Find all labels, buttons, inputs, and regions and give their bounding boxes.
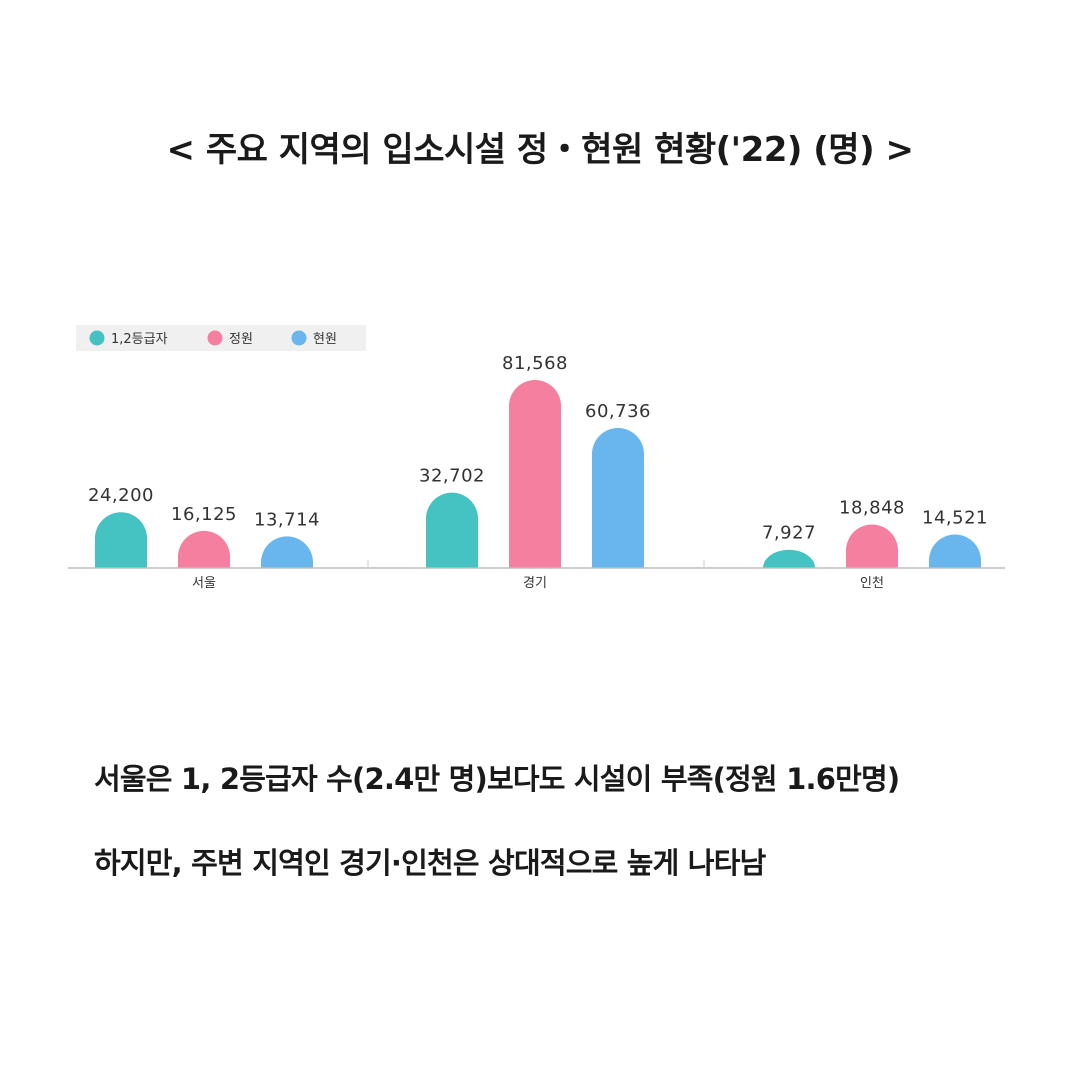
bar xyxy=(846,524,898,568)
bar xyxy=(95,512,147,568)
legend-label: 정원 xyxy=(229,332,253,347)
chart-title: < 주요 지역의 입소시설 정・현원 현황('22) (명) > xyxy=(166,130,914,170)
bar-value-label: 16,125 xyxy=(171,504,237,525)
bar-value-label: 7,927 xyxy=(762,523,816,544)
bar-value-label: 24,200 xyxy=(88,485,154,506)
legend-swatch xyxy=(89,330,105,346)
bar-value-label: 13,714 xyxy=(254,509,320,530)
bar xyxy=(929,534,981,568)
legend-swatch xyxy=(207,330,223,346)
bar xyxy=(509,380,561,568)
legend-label: 1,2등급자 xyxy=(111,332,168,347)
category-label: 서울 xyxy=(192,576,216,591)
bar-value-label: 18,848 xyxy=(839,498,905,519)
bar-chart: 1,2등급자 정원 현원 24,200 16,125 13,714 32,702 81,56… xyxy=(68,325,1005,591)
bar-value-label: 32,702 xyxy=(419,466,485,487)
legend-label: 현원 xyxy=(313,332,337,347)
bar xyxy=(763,549,815,568)
caption-line-2: 하지만, 주변 지역인 경기·인천은 상대적으로 높게 나타남 xyxy=(94,846,766,880)
bar-value-label: 14,521 xyxy=(922,508,988,529)
bar-value-label: 60,736 xyxy=(585,401,651,422)
category-label: 인천 xyxy=(860,576,884,591)
category-label: 경기 xyxy=(523,576,547,591)
bar xyxy=(261,536,313,568)
legend-swatch xyxy=(291,330,307,346)
bar-value-label: 81,568 xyxy=(502,353,568,374)
bar xyxy=(178,530,231,568)
bar xyxy=(426,492,478,568)
bar xyxy=(592,428,644,568)
legend: 1,2등급자 정원 현원 xyxy=(76,325,366,351)
caption-line-1: 서울은 1, 2등급자 수(2.4만 명)보다도 시설이 부족(정원 1.6만명… xyxy=(94,762,900,796)
